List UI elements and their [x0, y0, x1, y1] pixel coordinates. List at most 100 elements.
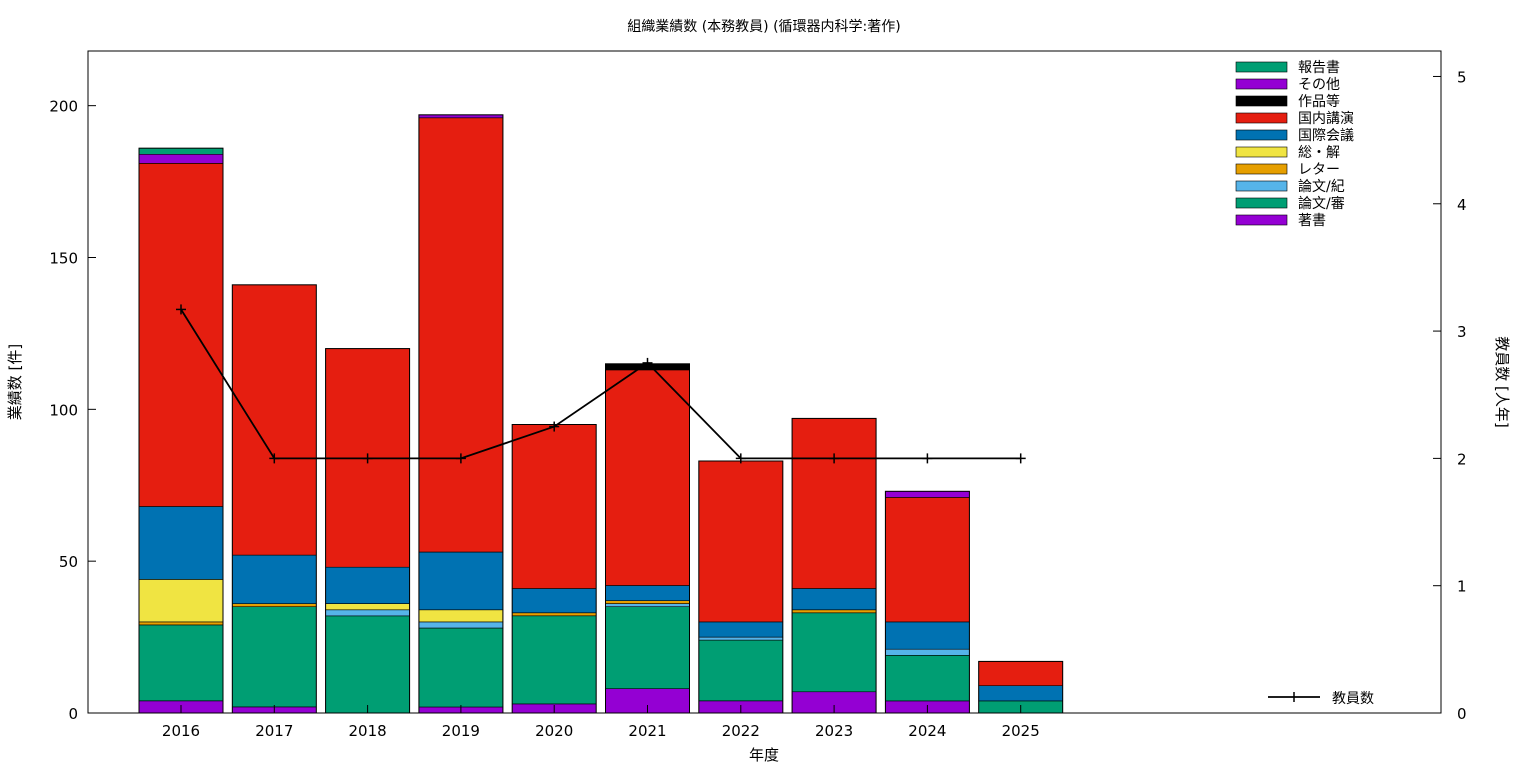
y2-tick-label: 4	[1457, 196, 1467, 214]
legend-swatch	[1235, 163, 1288, 175]
bars-layer	[138, 114, 1064, 714]
x-tick-label: 2024	[908, 722, 946, 740]
line-point	[829, 453, 840, 464]
line-layer	[176, 304, 1026, 464]
legend-entry: 著書	[1235, 213, 1326, 229]
legend-entry: その他	[1235, 77, 1340, 93]
bar-segment	[885, 621, 970, 650]
legend-entry: レター	[1235, 162, 1340, 178]
line-point	[922, 453, 933, 464]
bar-segment	[232, 284, 317, 556]
bar-segment	[325, 603, 410, 611]
y2-tick-label: 5	[1457, 68, 1467, 86]
legend-swatch	[1235, 112, 1288, 124]
bar-stack-2019	[418, 114, 504, 714]
bar-segment	[511, 612, 597, 617]
bar-segment	[232, 554, 317, 604]
line-series-path	[180, 308, 1021, 460]
bar-segment	[325, 609, 410, 617]
bar-segment	[698, 639, 784, 702]
x-axis-title: 年度	[749, 746, 779, 764]
plot-frame	[87, 50, 1442, 714]
legend-entry-line: 教員数	[1268, 691, 1374, 707]
y-tick-label: 100	[49, 401, 78, 419]
legend-label: 国際会議	[1298, 127, 1354, 144]
legend-swatch	[1235, 180, 1288, 192]
legend-entry: 論文/紀	[1235, 179, 1345, 195]
bar-stack-2020	[511, 424, 597, 714]
line-point	[1015, 453, 1026, 464]
legend-swatch	[1235, 146, 1288, 158]
x-tick-label: 2020	[535, 722, 573, 740]
bar-segment	[325, 566, 410, 604]
bar-segment	[138, 624, 224, 702]
bar-segment	[885, 648, 970, 656]
x-tick-label: 2023	[815, 722, 853, 740]
bar-stack-2023	[791, 417, 877, 714]
legend-swatch	[1235, 197, 1288, 209]
bar-segment	[605, 606, 690, 690]
legend-label: 総・解	[1298, 145, 1340, 161]
bar-segment	[885, 490, 970, 498]
bar-segment	[791, 418, 877, 589]
legend-swatch	[1235, 95, 1288, 107]
bar-stack-2017	[231, 284, 317, 714]
bar-segment	[511, 424, 597, 589]
bar-segment	[605, 369, 690, 586]
bar-segment	[511, 615, 597, 705]
y2-tick-label: 0	[1457, 705, 1467, 723]
line-point	[455, 453, 466, 464]
axes-layer: 0 50 100 150 200 0 1 2 3 4 5 2016 2017 2018 2019 2020 20…	[49, 50, 1467, 740]
line-point	[735, 453, 746, 464]
y2-tick-label: 3	[1457, 323, 1467, 341]
bar-segment	[138, 163, 224, 507]
bar-segment	[698, 636, 784, 641]
bar-segment	[605, 600, 690, 604]
legend-label: 論文/紀	[1298, 179, 1345, 195]
x-tick-label: 2017	[255, 722, 293, 740]
bar-segment	[978, 685, 1064, 702]
legend-swatch	[1235, 214, 1288, 226]
bar-stack-2018	[325, 348, 411, 714]
legend-label: 論文/審	[1298, 196, 1345, 212]
x-tick-label: 2018	[349, 722, 387, 740]
bar-segment	[232, 603, 317, 608]
y-tick-label: 50	[59, 553, 78, 571]
bar-segment	[418, 551, 504, 611]
bar-segment	[138, 579, 224, 623]
legend-label: 作品等	[1298, 93, 1340, 110]
bar-stack-2016	[138, 147, 224, 714]
bar-segment	[511, 588, 597, 614]
legend-entry: 国内講演	[1235, 111, 1354, 127]
line-point	[642, 357, 653, 368]
bar-stack-2021	[605, 363, 690, 714]
bar-segment	[605, 603, 690, 608]
legend-entry: 国際会議	[1235, 127, 1354, 144]
legend-swatch	[1235, 129, 1288, 141]
line-point	[362, 453, 373, 464]
x-tick-label: 2019	[442, 722, 480, 740]
legend-label: 報告書	[1298, 60, 1340, 76]
bar-segment	[698, 460, 784, 623]
legend-label: その他	[1298, 77, 1340, 93]
legend-entry: 総・解	[1235, 145, 1340, 161]
bar-segment	[978, 661, 1064, 687]
x-tick-label: 2016	[162, 722, 200, 740]
bar-segment	[325, 615, 410, 714]
y-tick-label: 150	[49, 249, 78, 267]
bar-segment	[138, 147, 224, 155]
bar-segment	[418, 117, 504, 553]
legend-swatch	[1235, 61, 1288, 73]
x-tick-label: 2025	[1002, 722, 1040, 740]
x-tick-label: 2021	[628, 722, 666, 740]
legend-entry: 作品等	[1235, 93, 1340, 110]
line-point	[269, 453, 280, 464]
legend-entry: 論文/審	[1235, 196, 1345, 212]
legend-label: レター	[1298, 162, 1340, 178]
bar-segment	[418, 621, 504, 629]
bar-segment	[885, 497, 970, 623]
y2-axis-title: 教員数 [人年]	[1493, 336, 1511, 427]
